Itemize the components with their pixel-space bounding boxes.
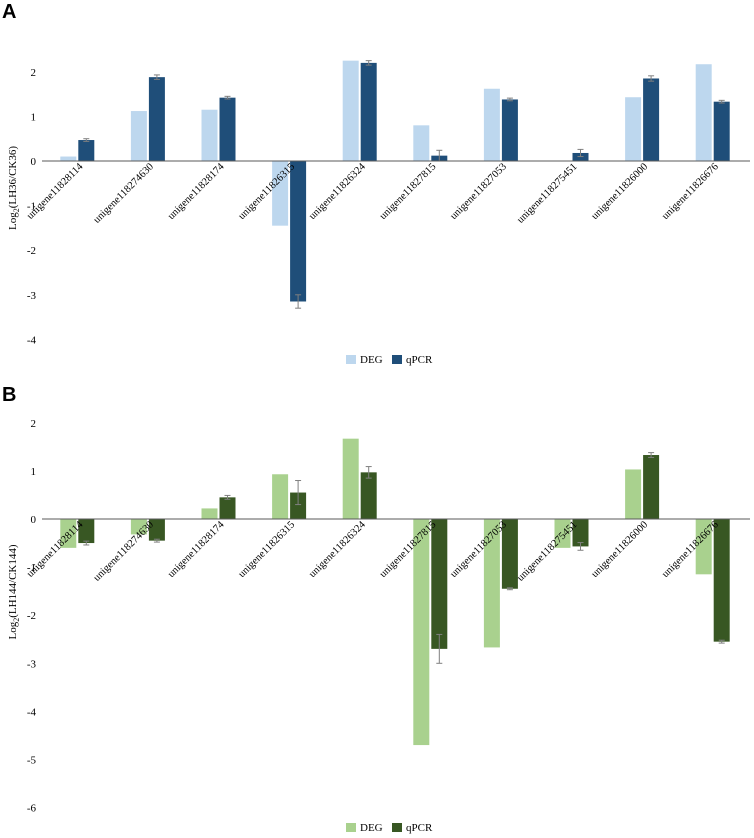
bar-qpcr-2	[148, 519, 165, 541]
category-label: unigene11826324	[307, 519, 368, 580]
legend-label-deg: DEG	[360, 354, 383, 366]
bar-qpcr-7	[501, 99, 518, 161]
bar-qpcr-10	[713, 519, 730, 642]
y-axis-label: Log2(LH144/CK144)	[7, 544, 21, 639]
category-label: unigene11827815	[378, 519, 439, 580]
bar-qpcr-6	[431, 519, 448, 649]
bar-qpcr-8	[572, 519, 589, 547]
category-label: unigene118274630	[92, 519, 156, 583]
bar-qpcr-4	[290, 161, 307, 302]
y-tick-label: -1	[27, 562, 36, 574]
y-axis-label-rest: (LH36/CK36)	[7, 146, 19, 209]
bar-deg-7	[483, 88, 500, 161]
bar-deg-3	[201, 109, 218, 161]
legend-swatch-qpcr	[392, 823, 402, 832]
bar-deg-9	[625, 469, 642, 519]
bar-deg-6	[413, 519, 430, 746]
bar-qpcr-5	[360, 62, 377, 161]
bar-deg-4	[272, 474, 289, 519]
bar-qpcr-9	[643, 455, 660, 519]
bar-deg-8	[554, 519, 571, 548]
bar-qpcr-10	[713, 101, 730, 161]
y-tick-label: 0	[31, 514, 37, 526]
category-label: unigene11826315	[237, 519, 298, 580]
panel-a-letter: A	[2, 1, 16, 23]
y-axis-label-rest: (LH144/CK144)	[7, 544, 19, 618]
bar-qpcr-7	[501, 519, 518, 589]
y-tick-label: -4	[27, 706, 37, 718]
bar-deg-10	[695, 519, 712, 575]
category-label: unigene11828174	[166, 161, 227, 222]
y-axis-label-subscript: 2	[12, 618, 21, 622]
category-label: unigene11826676	[660, 519, 721, 580]
y-tick-label: -6	[27, 803, 37, 815]
y-tick-label: 1	[31, 111, 37, 123]
legend-label-qpcr: qPCR	[406, 822, 433, 834]
bar-qpcr-9	[643, 78, 660, 161]
category-label: unigene11827053	[448, 161, 509, 222]
y-tick-label: 2	[31, 67, 37, 79]
bar-qpcr-1	[78, 140, 95, 161]
bar-qpcr-3	[219, 497, 236, 519]
y-tick-label: -5	[27, 755, 37, 767]
category-label: unigene11827815	[378, 161, 439, 222]
bar-qpcr-3	[219, 97, 236, 161]
y-axis-label-main: Log	[7, 621, 19, 639]
category-label: unigene11826324	[307, 161, 368, 222]
y-tick-label: -1	[27, 201, 36, 213]
bar-qpcr-4	[290, 492, 307, 519]
category-label: unigene11826000	[590, 161, 651, 222]
category-label: unigene118275451	[515, 161, 579, 225]
y-tick-label: -3	[27, 658, 37, 670]
y-tick-label: 0	[31, 156, 37, 168]
bar-deg-9	[625, 97, 642, 161]
category-label: unigene118274630	[92, 161, 156, 225]
y-axis-label-subscript: 2	[12, 208, 21, 212]
y-axis-label: Log2(LH36/CK36)	[7, 146, 21, 230]
category-label: unigene11826676	[660, 161, 721, 222]
bar-deg-2	[130, 519, 147, 535]
legend-label-deg: DEG	[360, 822, 383, 834]
y-tick-label: -2	[27, 610, 36, 622]
category-label: unigene11827053	[448, 519, 509, 580]
bar-deg-7	[483, 519, 500, 648]
y-axis-label-main: Log	[7, 212, 19, 230]
bar-deg-6	[413, 125, 430, 161]
category-label: unigene11828174	[166, 519, 227, 580]
panel-b-letter: B	[2, 384, 16, 406]
y-tick-label: 2	[31, 418, 37, 430]
legend-swatch-deg	[346, 355, 356, 364]
bar-qpcr-1	[78, 519, 95, 544]
bar-deg-2	[130, 111, 147, 161]
category-label: unigene11828114	[25, 161, 86, 222]
category-label: unigene118275451	[515, 519, 579, 583]
legend-swatch-deg	[346, 823, 356, 832]
y-tick-label: -2	[27, 245, 36, 257]
bar-deg-1	[60, 519, 77, 548]
bar-deg-10	[695, 64, 712, 161]
bar-qpcr-2	[148, 77, 165, 161]
bar-deg-3	[201, 508, 218, 519]
y-tick-label: 1	[31, 466, 37, 478]
bar-deg-4	[272, 161, 289, 226]
y-tick-label: -3	[27, 290, 37, 302]
category-label: unigene11828114	[25, 519, 86, 580]
y-tick-label: -4	[27, 334, 37, 346]
bar-qpcr-5	[360, 472, 377, 519]
bar-deg-5	[342, 438, 359, 519]
legend-label-qpcr: qPCR	[406, 354, 433, 366]
category-label: unigene11826000	[590, 519, 651, 580]
bar-deg-1	[60, 156, 77, 161]
bar-deg-5	[342, 60, 359, 161]
legend-swatch-qpcr	[392, 355, 402, 364]
category-label: unigene11826315	[237, 161, 298, 222]
